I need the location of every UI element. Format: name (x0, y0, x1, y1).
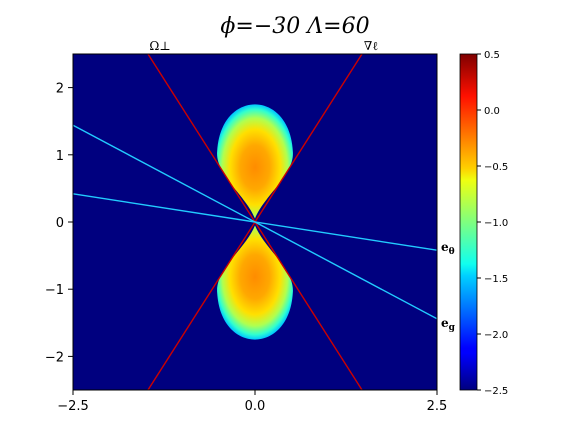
plot-area (72, 53, 438, 391)
chart-title: ϕ=−30 Λ=60 (220, 14, 369, 39)
e-g-line (73, 124, 437, 320)
e-theta-sub: θ (449, 247, 455, 257)
colorbar-tick-label: 0.5 (484, 50, 500, 61)
x-tick-label: 2.5 (427, 399, 448, 414)
upper-lobe (217, 104, 293, 219)
omega-perp-label: Ω⊥ (149, 39, 170, 53)
y-axis-ticks: −2 −1 0 1 2 (45, 82, 73, 365)
y-tick-label: 1 (56, 149, 64, 164)
colorbar-gradient (459, 53, 478, 391)
y-tick-label: −1 (45, 283, 64, 298)
colorbar: 0.5 0.0 −0.5 −1.0 −1.5 −2.0 −2.5 (459, 50, 508, 397)
lower-lobe (217, 225, 293, 340)
e-theta-base: e (441, 240, 449, 254)
y-tick-label: 2 (56, 82, 64, 97)
colorbar-tick-label: −2.0 (484, 330, 508, 341)
x-tick-label: 0.0 (245, 399, 266, 414)
e-g-sub: g (449, 323, 456, 333)
colorbar-tick-label: −1.5 (484, 274, 508, 285)
x-axis-ticks: −2.5 0.0 2.5 (57, 390, 447, 414)
x-tick-label: −2.5 (57, 399, 89, 414)
colorbar-ticks: 0.5 0.0 −0.5 −1.0 −1.5 −2.0 −2.5 (477, 50, 508, 397)
colorbar-tick-label: −0.5 (484, 162, 508, 173)
e-g-label: eg (441, 316, 456, 333)
e-theta-label: eθ (441, 240, 455, 257)
grad-ell-label: ∇ℓ (364, 39, 378, 53)
y-tick-label: −2 (45, 350, 64, 365)
colorbar-tick-label: 0.0 (484, 106, 500, 117)
colorbar-tick-label: −1.0 (484, 218, 508, 229)
colorbar-tick-label: −2.5 (484, 386, 508, 397)
e-g-base: e (441, 316, 449, 330)
y-tick-label: 0 (56, 216, 64, 231)
